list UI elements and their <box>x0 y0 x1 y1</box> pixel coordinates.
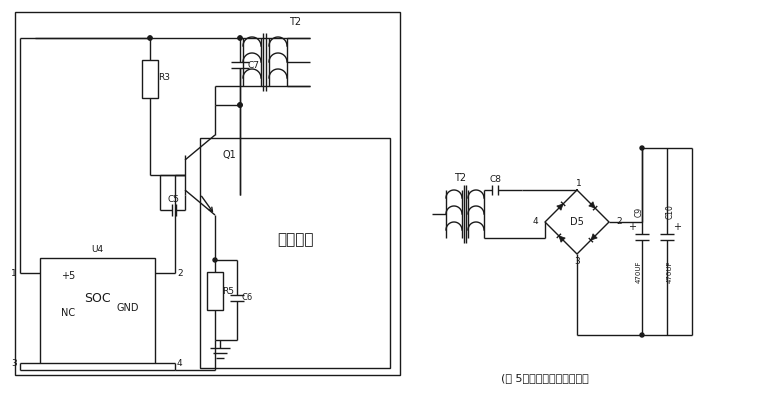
Text: SOC: SOC <box>83 291 111 304</box>
Circle shape <box>238 36 242 40</box>
Bar <box>40 258 155 363</box>
Text: 470UF: 470UF <box>636 260 642 283</box>
Circle shape <box>238 103 242 107</box>
Bar <box>142 60 158 98</box>
Text: 2: 2 <box>177 269 182 277</box>
Text: D5: D5 <box>570 217 584 227</box>
Text: (图 5）（发射、接收模块）: (图 5）（发射、接收模块） <box>501 373 589 383</box>
Polygon shape <box>591 234 598 240</box>
Text: C6: C6 <box>241 293 253 302</box>
Circle shape <box>238 36 242 40</box>
Text: 3: 3 <box>12 359 17 367</box>
Circle shape <box>640 146 644 150</box>
Circle shape <box>148 36 152 40</box>
Text: T2: T2 <box>289 17 301 27</box>
Text: C9: C9 <box>635 207 643 217</box>
Circle shape <box>238 103 242 107</box>
Circle shape <box>148 36 152 40</box>
Text: C10: C10 <box>666 204 675 219</box>
Text: C8: C8 <box>489 174 501 183</box>
Text: 4: 4 <box>533 217 538 226</box>
Text: +: + <box>628 222 636 232</box>
Text: C7: C7 <box>247 60 259 70</box>
Text: U4: U4 <box>91 246 103 254</box>
Circle shape <box>238 103 242 107</box>
Text: 1: 1 <box>576 178 582 187</box>
Text: T2: T2 <box>454 173 466 183</box>
Text: Q1: Q1 <box>222 150 236 160</box>
Text: 4: 4 <box>177 359 182 367</box>
Text: 3: 3 <box>574 258 580 267</box>
Polygon shape <box>557 204 563 210</box>
Text: GND: GND <box>117 303 139 313</box>
Text: NC: NC <box>61 308 75 318</box>
Text: +5: +5 <box>61 271 75 281</box>
Text: 2: 2 <box>616 217 621 226</box>
Text: R3: R3 <box>158 74 170 82</box>
Text: 1: 1 <box>12 269 17 277</box>
Bar <box>200 138 390 368</box>
Text: 470UF: 470UF <box>667 260 673 283</box>
Circle shape <box>213 258 217 262</box>
Circle shape <box>640 333 644 337</box>
Text: +: + <box>673 222 681 232</box>
Polygon shape <box>559 236 565 242</box>
Polygon shape <box>589 202 595 208</box>
Bar <box>207 272 223 310</box>
Bar <box>15 12 400 375</box>
Text: C5: C5 <box>168 195 180 205</box>
Text: R5: R5 <box>222 287 234 295</box>
Text: 发射模块: 发射模块 <box>277 232 313 248</box>
